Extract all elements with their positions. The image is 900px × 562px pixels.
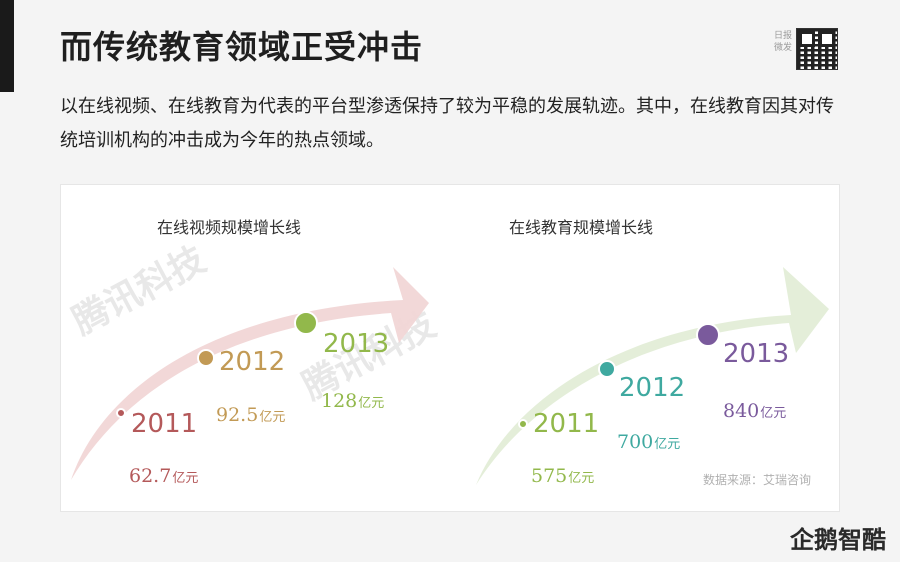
slide-title: 而传统教育领域正受冲击	[60, 28, 424, 66]
data-point-2012	[598, 360, 616, 378]
growth-charts: 腾讯科技腾讯科技在线视频规模增长线201162.7亿元201292.5亿元201…	[66, 218, 829, 487]
brand-logo: 企鹅智酷	[790, 526, 886, 554]
chart-title-1: 在线视频规模增长线	[157, 218, 301, 237]
source-note: 数据来源：艾瑞咨询	[703, 473, 812, 487]
growth-arrow-2	[476, 267, 829, 485]
data-point-2013	[294, 311, 318, 335]
year-label-2012: 2012	[219, 347, 285, 377]
year-label-2011: 2011	[533, 409, 599, 439]
year-label-2013: 2013	[723, 339, 789, 369]
qr-label: 日报 微发	[773, 31, 792, 53]
watermark-text: 腾讯科技	[66, 239, 212, 343]
value-label-2011: 62.7亿元	[129, 465, 198, 487]
chart-title-2: 在线教育规模增长线	[509, 218, 653, 237]
qr-code-icon	[796, 28, 838, 70]
data-point-2011	[518, 419, 528, 429]
value-label-2013: 840亿元	[723, 400, 786, 422]
value-label-2013: 128亿元	[321, 390, 384, 412]
year-label-2012: 2012	[619, 373, 685, 403]
value-label-2012: 700亿元	[617, 431, 680, 453]
year-label-2011: 2011	[131, 409, 197, 439]
data-point-2012	[197, 349, 215, 367]
left-accent-bar	[0, 0, 14, 92]
value-label-2011: 575亿元	[531, 465, 594, 487]
year-label-2013: 2013	[323, 329, 389, 359]
value-label-2012: 92.5亿元	[216, 404, 285, 426]
description-text: 以在线视频、在线教育为代表的平台型渗透保持了较为平稳的发展轨迹。其中，在线教育因…	[60, 96, 834, 151]
qr-area: 日报 微发	[770, 28, 840, 72]
data-point-2013	[696, 323, 720, 347]
chart-panel: 腾讯科技 腾讯科技 在线视频规模增长线 2011 62.7亿元 2012 92.5亿元 201…	[60, 184, 840, 512]
data-point-2011	[116, 408, 126, 418]
